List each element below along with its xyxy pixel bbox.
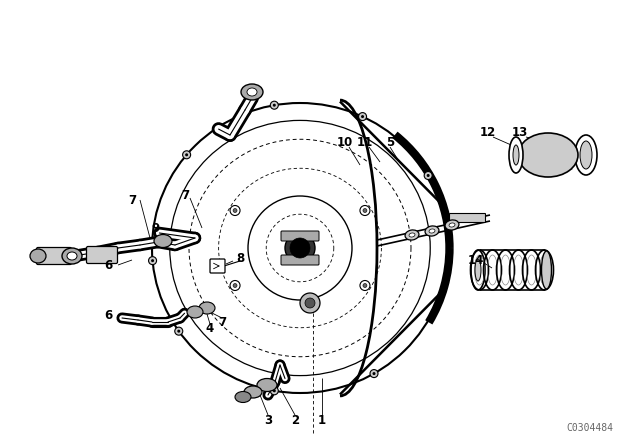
Ellipse shape: [409, 233, 415, 237]
Ellipse shape: [244, 386, 262, 398]
Ellipse shape: [247, 88, 257, 96]
Circle shape: [427, 174, 429, 177]
Ellipse shape: [475, 259, 481, 281]
Circle shape: [305, 298, 315, 308]
Circle shape: [273, 103, 276, 107]
Ellipse shape: [509, 137, 523, 173]
Text: 4: 4: [206, 322, 214, 335]
Text: 2: 2: [291, 414, 299, 426]
Text: 11: 11: [357, 135, 373, 148]
Circle shape: [185, 153, 188, 156]
Text: 9: 9: [151, 221, 159, 234]
Circle shape: [372, 372, 376, 375]
Circle shape: [361, 115, 364, 118]
Text: 5: 5: [386, 135, 394, 148]
Ellipse shape: [580, 141, 592, 169]
Circle shape: [182, 151, 191, 159]
Ellipse shape: [425, 226, 439, 236]
FancyBboxPatch shape: [449, 214, 486, 223]
Text: C0304484: C0304484: [566, 423, 614, 433]
Text: 10: 10: [337, 135, 353, 148]
Ellipse shape: [541, 251, 552, 289]
Ellipse shape: [235, 392, 251, 402]
Circle shape: [285, 233, 315, 263]
Text: 14: 14: [468, 254, 484, 267]
Text: 1: 1: [318, 414, 326, 426]
Circle shape: [273, 389, 276, 392]
Text: 7: 7: [218, 315, 226, 328]
Circle shape: [358, 112, 367, 121]
Circle shape: [175, 327, 183, 335]
Ellipse shape: [67, 252, 77, 260]
Text: 13: 13: [512, 125, 528, 138]
Text: 6: 6: [104, 258, 112, 271]
Circle shape: [370, 370, 378, 378]
Circle shape: [363, 284, 367, 288]
Circle shape: [360, 206, 370, 215]
Circle shape: [270, 101, 278, 109]
Ellipse shape: [471, 250, 485, 290]
Circle shape: [300, 293, 320, 313]
Circle shape: [151, 259, 154, 262]
Ellipse shape: [445, 220, 459, 230]
Circle shape: [233, 208, 237, 212]
Circle shape: [290, 238, 310, 258]
Text: 7: 7: [181, 189, 189, 202]
Circle shape: [424, 172, 432, 180]
Ellipse shape: [187, 306, 203, 318]
Text: 3: 3: [264, 414, 272, 426]
FancyBboxPatch shape: [86, 246, 118, 263]
Ellipse shape: [241, 84, 263, 100]
Ellipse shape: [449, 223, 455, 227]
Text: 6: 6: [104, 309, 112, 322]
Ellipse shape: [518, 133, 578, 177]
Ellipse shape: [30, 249, 46, 263]
Circle shape: [230, 206, 240, 215]
Ellipse shape: [405, 230, 419, 240]
Ellipse shape: [154, 234, 172, 247]
Circle shape: [148, 257, 157, 265]
Circle shape: [360, 280, 370, 290]
Circle shape: [177, 330, 180, 333]
FancyBboxPatch shape: [281, 231, 319, 241]
Text: 7: 7: [128, 194, 136, 207]
Ellipse shape: [429, 229, 435, 233]
Ellipse shape: [257, 379, 277, 392]
Ellipse shape: [199, 302, 215, 314]
Ellipse shape: [575, 135, 597, 175]
Text: 8: 8: [236, 251, 244, 264]
FancyBboxPatch shape: [210, 259, 225, 273]
Ellipse shape: [62, 248, 82, 264]
Ellipse shape: [513, 145, 519, 165]
Circle shape: [363, 208, 367, 212]
Text: 12: 12: [480, 125, 496, 138]
FancyBboxPatch shape: [281, 255, 319, 265]
Circle shape: [233, 284, 237, 288]
Circle shape: [270, 387, 278, 395]
FancyBboxPatch shape: [36, 247, 72, 264]
Circle shape: [230, 280, 240, 290]
